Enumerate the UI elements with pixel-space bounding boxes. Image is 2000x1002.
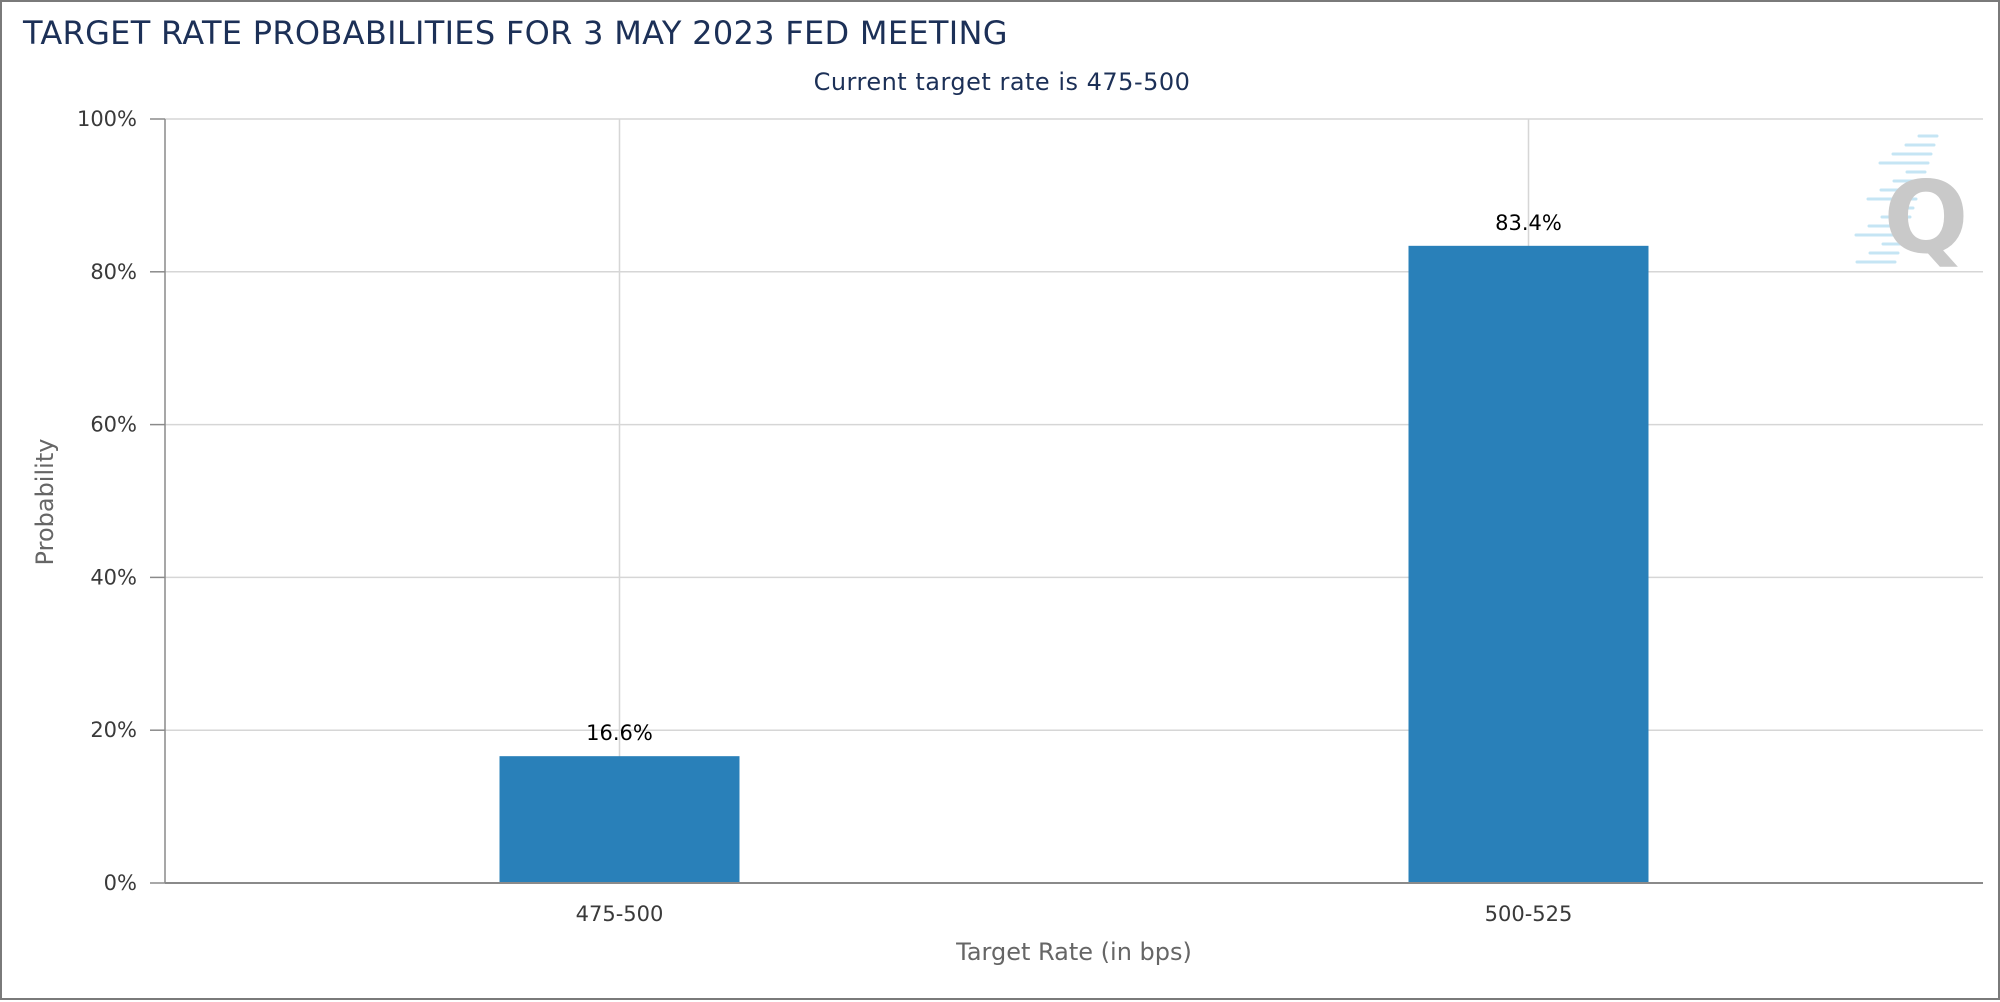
x-tick-label: 500-525 (1485, 902, 1573, 926)
watermark-letter: Q (1883, 159, 1968, 276)
labels: 0% 20% 40% 60% 80% 100% 16.6% 475-500 83.4% 500-5… (77, 107, 1572, 926)
y-tick-label: 40% (90, 565, 137, 589)
bars (499, 245, 1649, 884)
chart-title: TARGET RATE PROBABILITIES FOR 3 MAY 2023… (23, 14, 1008, 52)
y-axis-title: Probability (31, 439, 59, 566)
x-tick-label: 475-500 (576, 902, 664, 926)
y-tick-label: 60% (90, 413, 137, 437)
y-tick-label: 0% (104, 871, 137, 895)
x-axis-title: Target Rate (in bps) (955, 938, 1192, 966)
axes (150, 118, 1983, 884)
grid-lines (165, 118, 1983, 883)
data-label: 16.6% (586, 721, 653, 745)
watermark-streaks (1854, 134, 1939, 264)
bar-475-500[interactable] (499, 756, 740, 883)
bar-500-525[interactable] (1408, 245, 1649, 884)
data-label: 83.4% (1495, 211, 1562, 235)
watermark-logo-icon: Q (1854, 134, 1969, 276)
chart-subtitle: Current target rate is 475-500 (813, 68, 1191, 96)
y-tick-label: 80% (90, 260, 137, 284)
y-tick-label: 20% (90, 718, 137, 742)
y-tick-label: 100% (77, 107, 137, 131)
